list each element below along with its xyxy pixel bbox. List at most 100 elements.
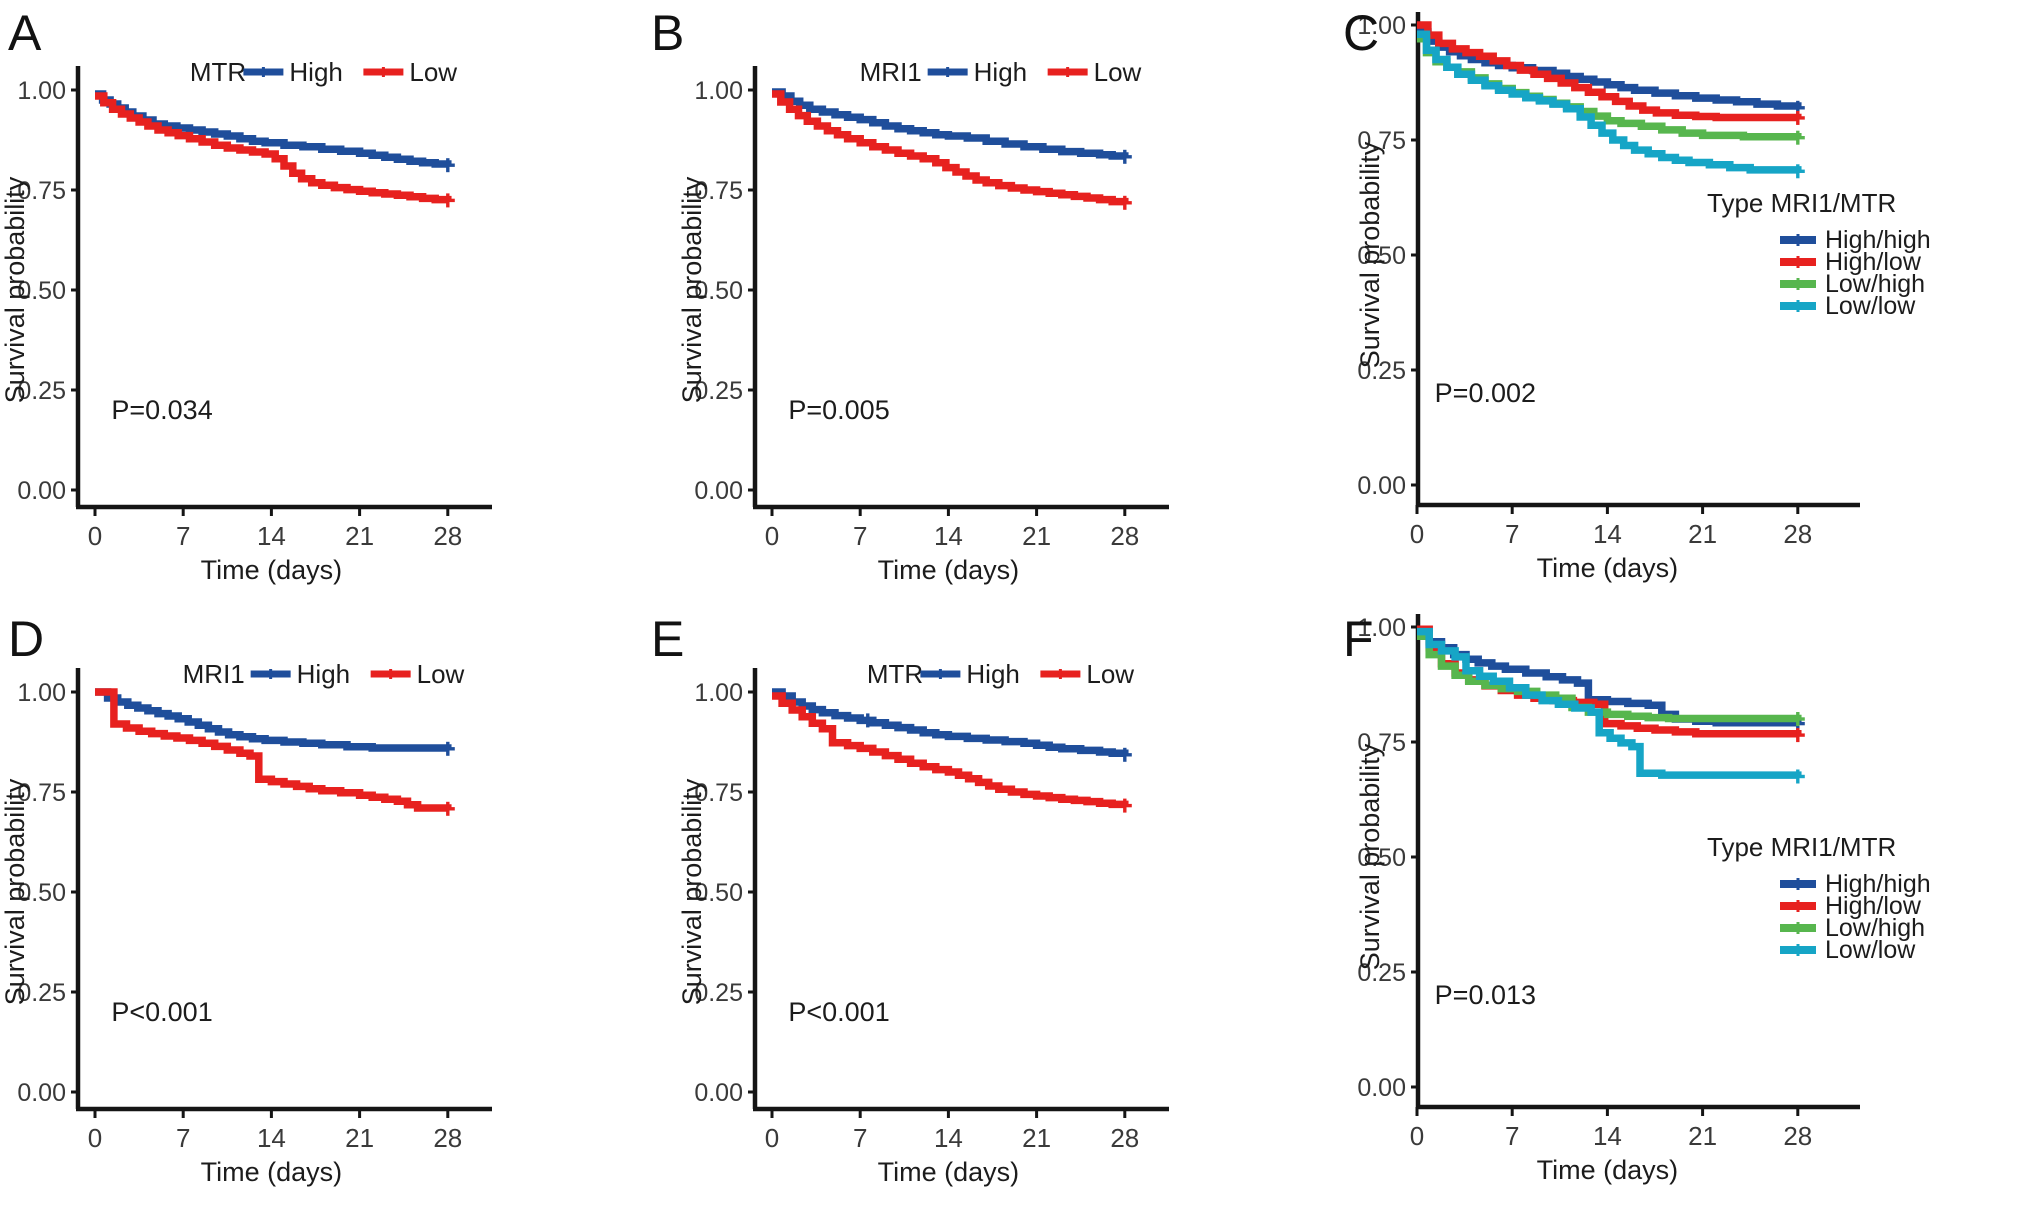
x-tick-label: 28	[433, 521, 462, 551]
legend-title: Type MRI1/MTR	[1707, 832, 1896, 862]
x-tick-label: 14	[257, 521, 286, 551]
p-value-label: P<0.001	[788, 997, 889, 1027]
y-tick-label: 1.00	[1357, 12, 1406, 40]
x-tick-label: 14	[1593, 519, 1622, 549]
end-censor-mark	[1117, 149, 1132, 164]
y-tick-label: 0.50	[694, 879, 743, 907]
y-tick-label: 0.25	[17, 377, 66, 405]
legend-entry-label: High	[966, 659, 1019, 689]
survival-curve-low	[95, 688, 452, 812]
y-tick-label: 0.25	[1357, 959, 1406, 987]
survival-curve-high	[95, 688, 452, 752]
panel-A: 0.00 0.25 0.50 0.75 1.00 0 7 14 21 28 Time (days) S…	[0, 0, 677, 602]
x-tick-label: 14	[1593, 1121, 1622, 1151]
legend-title: MRI1	[183, 659, 245, 689]
legend-entry-label: Low	[409, 57, 457, 87]
y-axis-title: Survival probability	[677, 176, 707, 403]
panel-letter-B: B	[651, 5, 685, 61]
y-tick-label: 0.50	[694, 277, 743, 305]
y-tick-label: 0.00	[1357, 472, 1406, 500]
km-chart-F: 0.00 0.25 0.50 0.75 1.00 0 7 14 21 28 Time (days) S…	[1355, 614, 1931, 1185]
x-tick-label: 28	[1783, 1121, 1812, 1151]
legend-entry-label: Low	[1094, 57, 1142, 87]
y-axis-title: Survival probability	[677, 778, 707, 1005]
y-tick-label: 0.50	[1357, 844, 1406, 872]
y-tick-label: 0.75	[17, 779, 66, 807]
end-censor-mark	[440, 193, 455, 208]
x-tick-label: 21	[345, 521, 374, 551]
y-tick-label: 0.75	[1357, 127, 1406, 155]
x-tick-label: 14	[934, 1123, 963, 1153]
end-censor-mark	[440, 741, 455, 756]
x-tick-label: 14	[934, 521, 963, 551]
y-tick-label: 0.25	[17, 979, 66, 1007]
y-axis-title: Survival probability	[0, 176, 30, 403]
panel-letter-D: D	[8, 611, 45, 667]
legend: MTR High Low	[190, 57, 457, 87]
end-censor-mark	[440, 158, 455, 173]
km-chart-D: 0.00 0.25 0.50 0.75 1.00 0 7 14 21 28 Time (days) S…	[0, 659, 492, 1187]
survival-curve-high-high	[1417, 28, 1802, 110]
end-censor-mark	[1117, 747, 1132, 762]
legend: MTR High Low	[867, 659, 1134, 689]
x-tick-label: 0	[765, 1123, 779, 1153]
x-tick-label: 7	[853, 521, 867, 551]
panel-B: 0.00 0.25 0.50 0.75 1.00 0 7 14 21 28 Time (days) S…	[651, 0, 1355, 602]
y-tick-label: 1.00	[17, 679, 66, 707]
km-chart-E: 0.00 0.25 0.50 0.75 1.00 0 7 14 21 28 Time (days) S…	[677, 659, 1169, 1187]
end-censor-mark	[1790, 110, 1805, 125]
y-tick-label: 0.50	[17, 879, 66, 907]
censor-mark	[860, 713, 875, 728]
x-tick-label: 28	[433, 1123, 462, 1153]
x-tick-label: 7	[1505, 519, 1519, 549]
x-axis-title: Time (days)	[1537, 1155, 1679, 1185]
y-tick-label: 1.00	[694, 679, 743, 707]
x-tick-label: 7	[1505, 1121, 1519, 1151]
survival-curve-high	[772, 88, 1129, 160]
x-tick-label: 0	[88, 521, 102, 551]
end-censor-mark	[1790, 164, 1805, 179]
legend-entry-label: High/high	[1825, 226, 1931, 254]
legend-title: MRI1	[860, 57, 922, 87]
end-censor-mark	[440, 801, 455, 816]
p-value-label: P<0.001	[111, 997, 212, 1027]
legend-entry-label: Low	[1086, 659, 1134, 689]
panel-letter-E: E	[651, 611, 685, 667]
x-tick-label: 28	[1783, 519, 1812, 549]
x-axis-title: Time (days)	[878, 1157, 1020, 1187]
end-censor-mark	[1790, 130, 1805, 145]
p-value-label: P=0.002	[1435, 378, 1536, 408]
panel-letter-F: F	[1343, 611, 1374, 667]
km-chart-A: 0.00 0.25 0.50 0.75 1.00 0 7 14 21 28 Time (days) S…	[0, 57, 492, 585]
y-tick-label: 0.50	[1357, 242, 1406, 270]
end-censor-mark	[1117, 798, 1132, 813]
y-tick-label: 0.00	[17, 477, 66, 505]
legend-entry-label: High/low	[1825, 248, 1922, 276]
legend: Type MRI1/MTR High/highHigh/lowLow/highLo…	[1707, 832, 1931, 964]
x-tick-label: 21	[1688, 519, 1717, 549]
legend: MRI1 High Low	[860, 57, 1142, 87]
panel-F: 0.00 0.25 0.50 0.75 1.00 0 7 14 21 28 Time (days) S…	[1343, 602, 2032, 1205]
x-tick-label: 14	[257, 1123, 286, 1153]
y-tick-label: 0.75	[694, 779, 743, 807]
legend-entry-label: Low/low	[1825, 936, 1916, 964]
y-tick-label: 1.00	[694, 77, 743, 105]
survival-curve-high-low	[1417, 21, 1802, 122]
panel-letter-A: A	[8, 5, 42, 61]
x-tick-label: 7	[176, 1123, 190, 1153]
y-tick-label: 0.25	[694, 979, 743, 1007]
x-tick-label: 28	[1110, 1123, 1139, 1153]
survival-curve-low-low	[1417, 627, 1802, 779]
y-tick-label: 0.00	[694, 477, 743, 505]
y-axis-title: Survival probability	[0, 778, 30, 1005]
end-censor-mark	[1790, 712, 1805, 726]
x-axis-title: Time (days)	[878, 555, 1020, 585]
legend-entry-label: High	[974, 57, 1027, 87]
panel-C: 0.00 0.25 0.50 0.75 1.00 0 7 14 21 28 Time (days) S…	[1343, 0, 2032, 602]
y-axis-title: Survival probability	[1355, 743, 1385, 970]
panel-D: 0.00 0.25 0.50 0.75 1.00 0 7 14 21 28 Time (days) S…	[0, 602, 677, 1205]
x-tick-label: 21	[345, 1123, 374, 1153]
x-tick-label: 0	[1410, 519, 1424, 549]
legend-title: MTR	[867, 659, 923, 689]
